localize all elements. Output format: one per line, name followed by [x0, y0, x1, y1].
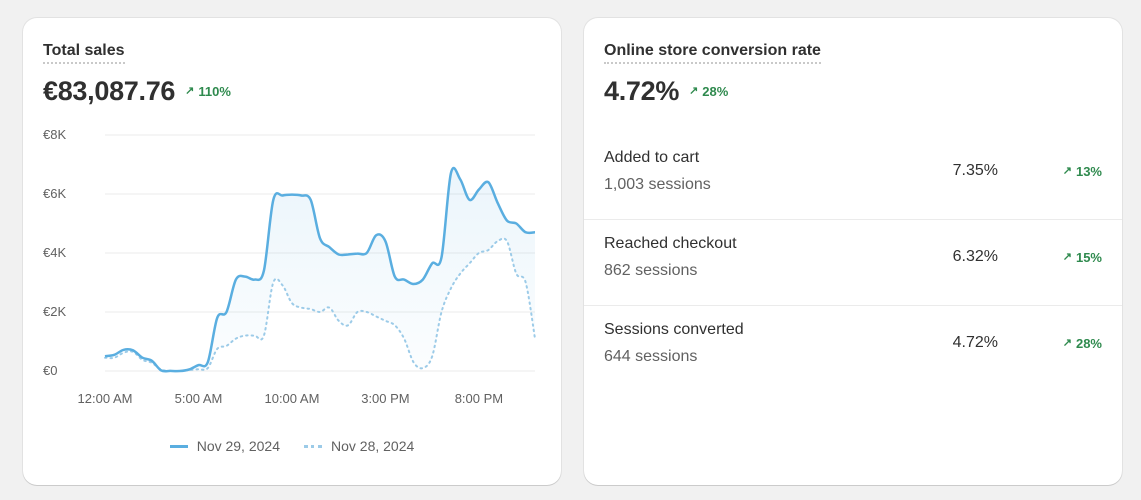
y-tick-label: €4K	[43, 245, 66, 260]
x-tick-label: 3:00 PM	[361, 391, 409, 406]
y-axis-ticks: €0 €2K €4K €6K €8K	[43, 127, 66, 378]
row-label: Added to cart	[604, 149, 700, 166]
legend-item-current[interactable]: Nov 29, 2024	[169, 438, 280, 454]
series-difference-area	[105, 168, 535, 372]
row-change-value: 28%	[1075, 336, 1102, 351]
conversion-rate-metric: 4.72% ↗ 28%	[604, 76, 728, 107]
conversion-rate-value: 4.72%	[604, 76, 680, 106]
row-change: ↗ 15%	[1063, 250, 1102, 265]
legend-label-comparison: Nov 28, 2024	[331, 438, 415, 454]
total-sales-card: Total sales €83,087.76 ↗ 110% €0 €2K €4K €6…	[23, 18, 561, 485]
x-tick-label: 10:00 AM	[264, 391, 319, 406]
total-sales-change: ↗ 110%	[185, 84, 231, 99]
dotted-line-swatch-icon	[304, 444, 322, 448]
row-label: Reached checkout	[604, 235, 737, 252]
x-tick-label: 5:00 AM	[175, 391, 223, 406]
legend-label-current: Nov 29, 2024	[196, 438, 280, 454]
solid-line-swatch-icon	[169, 444, 188, 448]
total-sales-metric: €83,087.76 ↗ 110%	[43, 76, 231, 107]
arrow-up-right-icon: ↗	[1062, 165, 1072, 177]
row-sessions: 1,003 sessions	[604, 176, 711, 193]
arrow-up-right-icon: ↗	[1062, 337, 1072, 349]
list-item-reached-checkout: Reached checkout 862 sessions 6.32% ↗ 15…	[584, 220, 1122, 306]
total-sales-change-value: 110%	[198, 84, 231, 99]
total-sales-value: €83,087.76	[43, 76, 176, 106]
y-tick-label: €8K	[43, 127, 66, 142]
series-line-nov-29[interactable]	[104, 166, 536, 373]
y-tick-label: €0	[43, 363, 57, 378]
chart-series	[104, 166, 536, 373]
row-sessions: 862 sessions	[604, 262, 698, 279]
x-tick-label: 8:00 PM	[455, 391, 503, 406]
conversion-funnel-list: Added to cart 1,003 sessions 7.35% ↗ 13%…	[584, 134, 1122, 391]
arrow-up-right-icon: ↗	[689, 85, 699, 97]
y-tick-label: €6K	[43, 186, 66, 201]
list-item-added-to-cart: Added to cart 1,003 sessions 7.35% ↗ 13%	[584, 134, 1122, 220]
conversion-rate-card: Online store conversion rate 4.72% ↗ 28%…	[584, 18, 1122, 485]
sales-line-chart[interactable]: €0 €2K €4K €6K €8K 12:00 AM 5:00 AM 10:00 AM 3:…	[23, 118, 561, 428]
row-sessions: 644 sessions	[604, 348, 698, 365]
row-change: ↗ 28%	[1063, 336, 1102, 351]
arrow-up-right-icon: ↗	[1062, 251, 1072, 263]
conversion-rate-change-value: 28%	[702, 84, 729, 99]
conversion-rate-title[interactable]: Online store conversion rate	[604, 42, 821, 64]
arrow-up-right-icon: ↗	[185, 85, 195, 97]
y-tick-label: €2K	[43, 304, 66, 319]
row-change-value: 13%	[1075, 164, 1102, 179]
row-label: Sessions converted	[604, 321, 744, 338]
row-rate: 4.72%	[952, 334, 998, 351]
legend-item-comparison[interactable]: Nov 28, 2024	[304, 438, 414, 454]
row-change-value: 15%	[1075, 250, 1102, 265]
row-rate: 6.32%	[952, 248, 998, 265]
x-tick-label: 12:00 AM	[78, 391, 133, 406]
list-item-sessions-converted: Sessions converted 644 sessions 4.72% ↗ …	[584, 306, 1122, 391]
row-rate: 7.35%	[952, 162, 998, 179]
chart-legend: Nov 29, 2024 Nov 28, 2024	[23, 438, 561, 454]
x-axis-ticks: 12:00 AM 5:00 AM 10:00 AM 3:00 PM 8:00 PM	[78, 391, 504, 406]
conversion-rate-change: ↗ 28%	[689, 84, 728, 99]
total-sales-title[interactable]: Total sales	[43, 42, 125, 64]
row-change: ↗ 13%	[1063, 164, 1102, 179]
